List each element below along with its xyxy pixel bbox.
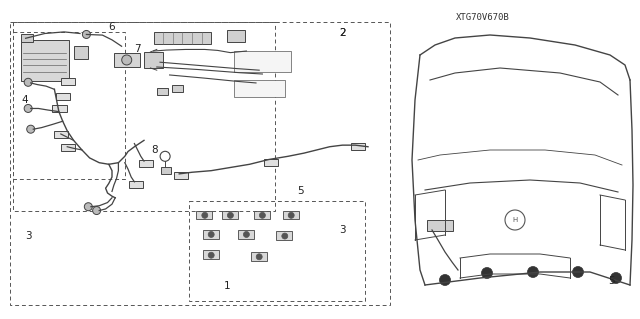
Circle shape [202, 212, 208, 218]
Bar [13, 22, 275, 211]
Text: 7: 7 [134, 44, 141, 55]
Bar [161, 167, 171, 174]
Text: 2: 2 [339, 28, 346, 39]
Text: 2: 2 [339, 28, 346, 39]
Bar [234, 51, 291, 72]
Bar [114, 53, 140, 67]
Circle shape [256, 254, 262, 260]
Text: 6: 6 [109, 22, 115, 32]
Bar [174, 172, 188, 179]
Text: 5: 5 [608, 276, 614, 286]
Text: H: H [513, 217, 518, 223]
Circle shape [84, 203, 92, 211]
Bar [154, 32, 211, 44]
Bar [61, 78, 75, 85]
Bar [189, 201, 365, 301]
Bar [283, 211, 299, 219]
Bar [203, 230, 219, 239]
Circle shape [243, 232, 250, 237]
Bar [203, 250, 219, 259]
Bar [56, 93, 70, 100]
Bar [172, 85, 183, 92]
Circle shape [208, 232, 214, 237]
Bar [13, 32, 125, 179]
Circle shape [24, 78, 32, 86]
Text: 3: 3 [26, 231, 32, 241]
Bar [129, 181, 143, 188]
Circle shape [288, 212, 294, 218]
Bar [427, 220, 452, 231]
Circle shape [527, 266, 538, 278]
Bar [74, 46, 88, 59]
Circle shape [481, 268, 493, 278]
Bar [254, 211, 270, 219]
Bar [157, 88, 168, 95]
Circle shape [259, 212, 266, 218]
Bar [139, 160, 153, 167]
Bar [251, 252, 267, 261]
Circle shape [24, 104, 32, 113]
Circle shape [93, 206, 100, 215]
Text: XTG70V670B: XTG70V670B [456, 13, 510, 22]
Text: 1: 1 [224, 280, 230, 291]
Circle shape [440, 275, 451, 286]
Bar [196, 211, 212, 219]
Text: 8: 8 [152, 145, 158, 155]
Circle shape [122, 55, 132, 65]
Text: 4: 4 [21, 95, 28, 106]
Bar [10, 22, 390, 305]
Text: 3: 3 [339, 225, 346, 235]
Bar [222, 211, 238, 219]
Circle shape [611, 272, 621, 284]
Bar [234, 80, 285, 97]
Circle shape [282, 233, 288, 239]
Circle shape [208, 252, 214, 258]
Circle shape [227, 212, 234, 218]
Bar [264, 159, 278, 166]
Bar [21, 40, 69, 81]
Circle shape [83, 30, 90, 39]
Bar [52, 105, 67, 112]
Circle shape [27, 125, 35, 133]
Bar [144, 52, 163, 68]
Bar [61, 144, 75, 151]
Text: 5: 5 [298, 186, 304, 197]
Bar [238, 230, 254, 239]
Bar [276, 231, 292, 240]
Circle shape [573, 266, 584, 278]
Bar [54, 131, 68, 138]
Bar [227, 30, 245, 42]
Bar [351, 143, 365, 150]
Bar [21, 34, 33, 42]
